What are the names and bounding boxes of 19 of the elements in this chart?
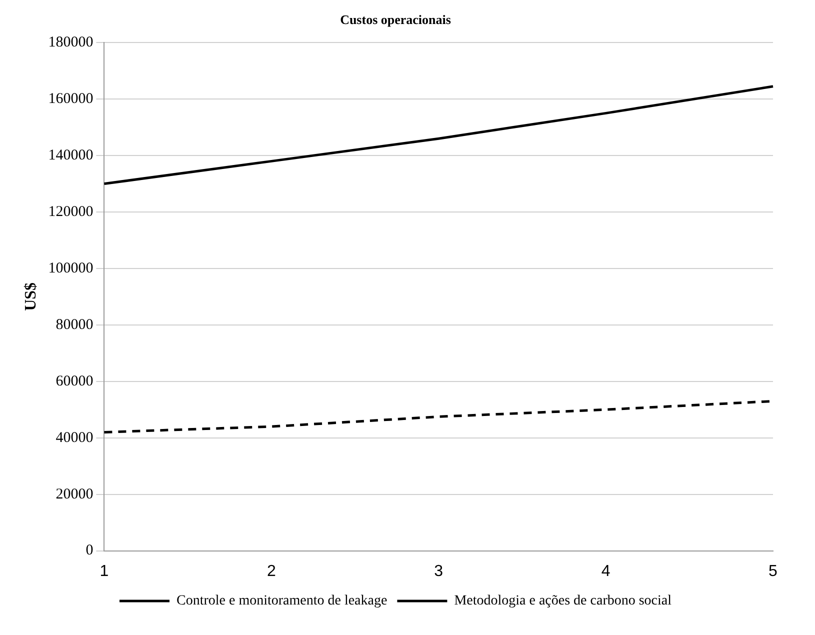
y-tick-label: 180000 bbox=[48, 34, 94, 51]
x-tick-label: 5 bbox=[768, 562, 778, 580]
y-tick-label: 40000 bbox=[56, 430, 94, 446]
y-tick-label: 20000 bbox=[56, 486, 94, 502]
legend-label: Metodologia e ações de carbono social bbox=[454, 594, 672, 609]
y-tick-label: 80000 bbox=[56, 316, 94, 333]
y-tick-label: 0 bbox=[86, 542, 94, 559]
x-tick-label: 3 bbox=[434, 562, 444, 580]
y-tick-label: 100000 bbox=[48, 260, 94, 276]
y-tick-label: 120000 bbox=[48, 204, 94, 220]
y-tick-label: 60000 bbox=[56, 373, 94, 390]
y-tick-label: 160000 bbox=[48, 91, 94, 108]
x-tick-label: 4 bbox=[601, 562, 610, 580]
x-tick-label: 2 bbox=[266, 562, 276, 580]
y-axis-title: US$ bbox=[22, 282, 40, 311]
y-tick-label: 140000 bbox=[48, 147, 94, 164]
x-tick-label: 1 bbox=[100, 562, 109, 580]
legend-label: Controle e monitoramento de leakage bbox=[176, 594, 388, 609]
chart-title: Custos operacionais bbox=[340, 12, 451, 28]
